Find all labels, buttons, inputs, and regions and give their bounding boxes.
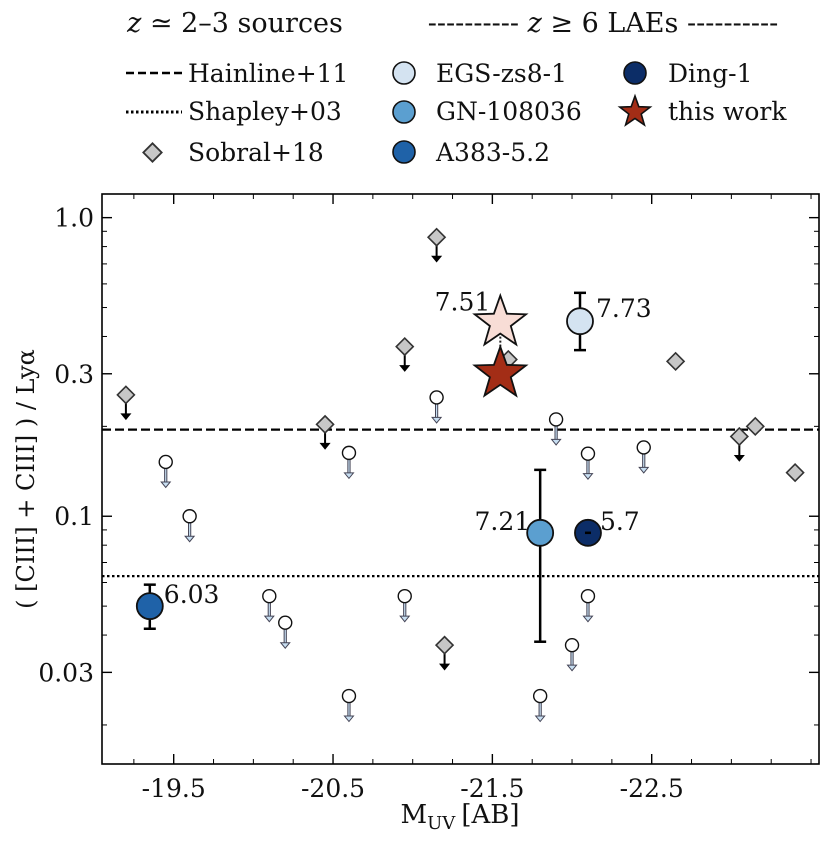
y-tick-label: 0.03: [38, 658, 94, 687]
upper-limit-arrowhead: [399, 615, 411, 623]
upper-limit-arrowhead: [160, 481, 172, 489]
redshift-label: 7.51: [435, 288, 491, 317]
x-tick-label: -22.5: [620, 774, 684, 803]
open-circle-upper-limit: [564, 637, 580, 653]
x-axis-label: MUV [AB]: [401, 800, 520, 834]
upper-limit-arrowhead: [343, 715, 355, 723]
upper-limit-arrowhead: [319, 442, 331, 450]
legend-label-sobral: Sobral+18: [188, 138, 324, 167]
this-work-star-light: [472, 292, 529, 347]
upper-limit-arrowhead: [582, 615, 594, 623]
upper-limit-arrowhead: [343, 472, 355, 480]
open-circle-upper-limit: [158, 454, 173, 470]
open-circle-upper-limit: [532, 688, 548, 704]
lae-point-gn-108036: [526, 518, 555, 547]
legend-label-this-work: this work: [668, 97, 787, 126]
legend-circle-icon-a383: [392, 140, 416, 164]
open-circle-upper-limit: [278, 615, 293, 630]
redshift-label: 7.21: [474, 507, 530, 536]
upper-limit-arrowhead: [399, 365, 411, 372]
open-circle-upper-limit: [397, 588, 412, 604]
x-axis-label-sub: UV: [427, 813, 456, 834]
legend-circle-icon-egs: [392, 61, 416, 85]
sobral-diamond: [665, 351, 686, 372]
legend-label-a383: A383-5.2: [435, 138, 550, 167]
upper-limit-arrowhead: [120, 413, 132, 421]
redshift-label: 5.7: [600, 507, 640, 536]
x-axis-label-unit: [AB]: [461, 800, 519, 830]
open-circle-upper-limit: [580, 588, 596, 604]
upper-limit-arrowhead: [439, 663, 451, 671]
legend-label-shapley: Shapley+03: [188, 97, 342, 126]
plot-frame: [101, 193, 820, 765]
legend-label-ding: Ding-1: [668, 59, 753, 88]
upper-limit-arrowhead: [263, 615, 275, 623]
upper-limit-arrowhead: [550, 438, 562, 446]
legend-circle-icon-ding: [623, 61, 647, 85]
sobral-diamond-upper-limit: [426, 227, 447, 247]
sobral-diamond-upper-limit: [116, 385, 136, 405]
upper-limit-arrowhead: [534, 715, 546, 723]
redshift-label: 7.73: [596, 294, 652, 323]
upper-limit-arrowhead: [733, 454, 745, 462]
upper-limit-arrowhead: [638, 466, 650, 474]
upper-limit-arrowhead: [279, 642, 291, 649]
open-circle-upper-limit: [548, 412, 564, 427]
legend: 𝑧 ≃ 2–3 sources ---------- 𝑧 ≥ 6 LAEs --…: [126, 8, 787, 167]
lae-point-egs-zs8-1: [566, 307, 594, 336]
sobral-diamond-upper-limit: [395, 336, 415, 357]
legend-label-egs: EGS-zs8-1: [436, 59, 567, 88]
y-tick-label: 1.0: [54, 204, 94, 233]
legend-circle-icon-gn: [392, 100, 416, 124]
upper-limit-arrowhead: [184, 535, 196, 543]
y-tick-label: 0.1: [54, 502, 94, 531]
lae-point-a383-5.2: [135, 592, 164, 621]
sobral-diamond: [745, 416, 765, 436]
data-marks: 6.03 7.21 5.7 7.73 7.51: [102, 227, 819, 723]
legend-header-left: 𝑧 ≃ 2–3 sources: [126, 8, 343, 39]
sobral-diamond-upper-limit: [434, 635, 455, 655]
upper-limit-arrowhead: [582, 473, 594, 480]
sobral-diamond: [785, 462, 805, 483]
upper-limit-arrowhead: [431, 255, 443, 263]
x-tick-label: -20.5: [301, 774, 365, 803]
open-circle-upper-limit: [341, 688, 357, 704]
open-circle-upper-limit: [636, 440, 651, 455]
axis-ticks: -19.5 -20.5 -21.5 -22.5 0.03 0.1 0.3 1.0: [38, 194, 819, 803]
sobral-diamond-upper-limit: [729, 426, 749, 447]
x-axis-label-main: M: [401, 800, 428, 830]
this-work-star: [472, 344, 529, 398]
open-circle-upper-limit: [580, 446, 596, 461]
open-circle-upper-limit: [429, 390, 444, 405]
legend-star-icon: [617, 93, 653, 127]
x-tick-label: -19.5: [142, 774, 206, 803]
sobral-diamond-upper-limit: [315, 414, 335, 435]
upper-limit-arrowhead: [431, 416, 443, 424]
y-tick-label: 0.3: [54, 360, 94, 389]
legend-diamond-icon: [142, 142, 163, 163]
y-axis-label: ( [CIII] + CIII] ) / Lyα: [12, 349, 40, 609]
open-circle-upper-limit: [182, 509, 197, 524]
legend-header-right: ---------- 𝑧 ≥ 6 LAEs ----------: [428, 8, 778, 39]
legend-label-gn: GN-108036: [436, 97, 582, 126]
legend-label-hainline: Hainline+11: [188, 59, 348, 88]
redshift-label: 6.03: [164, 580, 220, 609]
open-circle-upper-limit: [262, 588, 277, 604]
x-tick-label: -21.5: [460, 774, 524, 803]
open-circle-upper-limit: [341, 445, 357, 461]
upper-limit-arrowhead: [566, 664, 578, 672]
